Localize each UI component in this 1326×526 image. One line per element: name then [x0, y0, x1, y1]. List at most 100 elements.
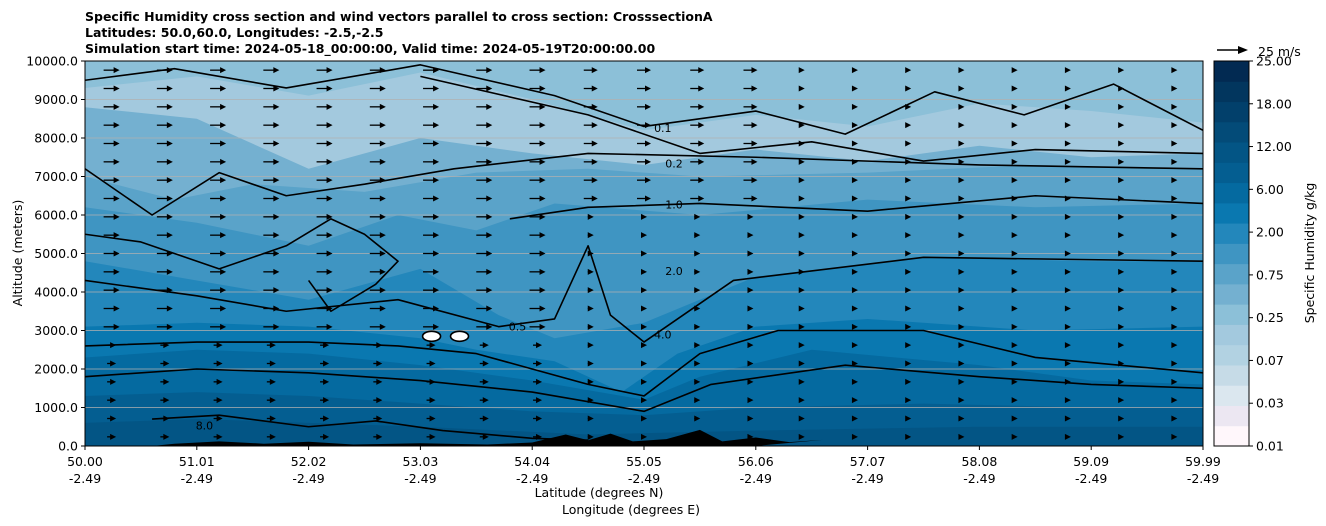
wind-vector-head	[851, 140, 858, 147]
wind-vector-head	[376, 415, 383, 422]
wind-vector-head	[587, 250, 594, 257]
title-line-1: Specific Humidity cross section and wind…	[85, 9, 713, 24]
wind-vector-head	[539, 122, 546, 129]
wind-vector-head	[698, 158, 705, 165]
wind-vector-head	[1171, 140, 1178, 147]
wind-vector-head	[1011, 122, 1018, 129]
wind-vector-head	[163, 342, 170, 349]
wind-vector-head	[1011, 287, 1018, 294]
wind-vector-head	[694, 268, 701, 275]
wind-vector-head	[379, 158, 386, 165]
wind-vector-head	[958, 250, 965, 257]
x-tick-label-lon: -2.49	[69, 471, 101, 486]
wind-vector-head	[587, 360, 594, 367]
wind-vector-head	[1011, 342, 1018, 349]
wind-vector-head	[851, 103, 858, 110]
wind-vector-head	[905, 140, 912, 147]
wind-vector-head	[486, 232, 493, 239]
wind-vector-head	[220, 213, 227, 220]
x-tick-label-lat: 58.08	[962, 454, 998, 469]
wind-vector-head	[486, 140, 493, 147]
wind-vector-head	[851, 122, 858, 129]
x-tick-label-lat: 57.07	[850, 454, 886, 469]
wind-vector-head	[326, 250, 333, 257]
wind-vector-head	[641, 305, 647, 312]
wind-vector-head	[429, 360, 436, 367]
wind-vector-head	[1118, 232, 1125, 239]
wind-vector-head	[113, 85, 120, 92]
x-tick-label-lat: 55.05	[626, 454, 662, 469]
wind-vector-head	[645, 158, 651, 165]
wind-vector-head	[113, 323, 120, 330]
x-tick-label-lon: -2.49	[963, 471, 995, 486]
wind-vector-head	[1064, 397, 1071, 404]
quiver-key-label: 25 m/s	[1258, 44, 1301, 59]
contour-line	[420, 75, 1203, 162]
wind-vector-head	[376, 360, 383, 367]
wind-vector-head	[851, 323, 858, 330]
wind-vector-head	[1118, 287, 1125, 294]
wind-vector-head	[694, 397, 701, 404]
wind-vector-head	[486, 250, 493, 257]
y-axis-label: Altitude (meters)	[10, 200, 25, 307]
wind-vector-head	[536, 342, 543, 349]
wind-vector-head	[958, 268, 965, 275]
wind-vector-head	[1064, 195, 1071, 202]
wind-vector-head	[379, 213, 386, 220]
wind-vector-head	[694, 232, 701, 239]
wind-vector-head	[694, 323, 701, 330]
wind-vector-head	[1011, 397, 1018, 404]
wind-vector-head	[798, 360, 805, 367]
colorbar-segment	[1214, 223, 1249, 244]
wind-vector-head	[220, 287, 227, 294]
wind-vector-head	[110, 415, 117, 422]
wind-vector-head	[1064, 433, 1071, 440]
wind-vector-head	[379, 177, 386, 184]
wind-vector-head	[851, 232, 858, 239]
wind-vector-head	[851, 268, 858, 275]
wind-vector-head	[539, 67, 546, 74]
colorbar-tick-label: 0.07	[1256, 353, 1284, 368]
wind-vector-head	[1171, 85, 1178, 92]
wind-vector-head	[905, 287, 912, 294]
colorbar-tick-label: 0.25	[1256, 310, 1284, 325]
wind-vector-head	[1171, 378, 1178, 385]
wind-vector-head	[905, 232, 912, 239]
x-tick-label-lon: -2.49	[740, 471, 772, 486]
wind-vector-head	[482, 415, 489, 422]
contour-label: 4.0	[654, 329, 672, 342]
wind-vector-head	[376, 378, 383, 385]
wind-vector-head	[220, 323, 227, 330]
wind-vector-head	[798, 342, 805, 349]
wind-vector-head	[851, 433, 858, 440]
wind-vector-head	[326, 158, 333, 165]
wind-vector-head	[747, 323, 754, 330]
wind-vector-head	[751, 177, 758, 184]
wind-vector-head	[958, 323, 965, 330]
x-tick-label-lat: 59.99	[1185, 454, 1221, 469]
wind-vector-head	[587, 397, 594, 404]
wind-vector-head	[376, 397, 383, 404]
contour-closed	[421, 330, 442, 343]
wind-vector-head	[798, 85, 805, 92]
terrain-silhouette	[152, 429, 823, 446]
wind-vector-head	[798, 103, 805, 110]
wind-vector-head	[220, 158, 227, 165]
wind-vector-head	[1064, 67, 1071, 74]
wind-vector-head	[958, 195, 965, 202]
wind-vector-head	[1171, 232, 1178, 239]
wind-vector-head	[1118, 195, 1125, 202]
wind-vector-head	[429, 433, 436, 440]
wind-vector-head	[1011, 268, 1018, 275]
x-tick-label-lat: 54.04	[514, 454, 550, 469]
wind-vector-head	[110, 342, 117, 349]
wind-vector-head	[166, 140, 173, 147]
wind-vector-head	[958, 433, 965, 440]
wind-vector-head	[958, 232, 965, 239]
wind-vector-head	[1064, 378, 1071, 385]
wind-vector-head	[958, 85, 965, 92]
wind-vector-head	[798, 268, 805, 275]
wind-vector-head	[273, 268, 280, 275]
wind-vector-head	[326, 232, 333, 239]
x-tick-label-lat: 56.06	[738, 454, 774, 469]
